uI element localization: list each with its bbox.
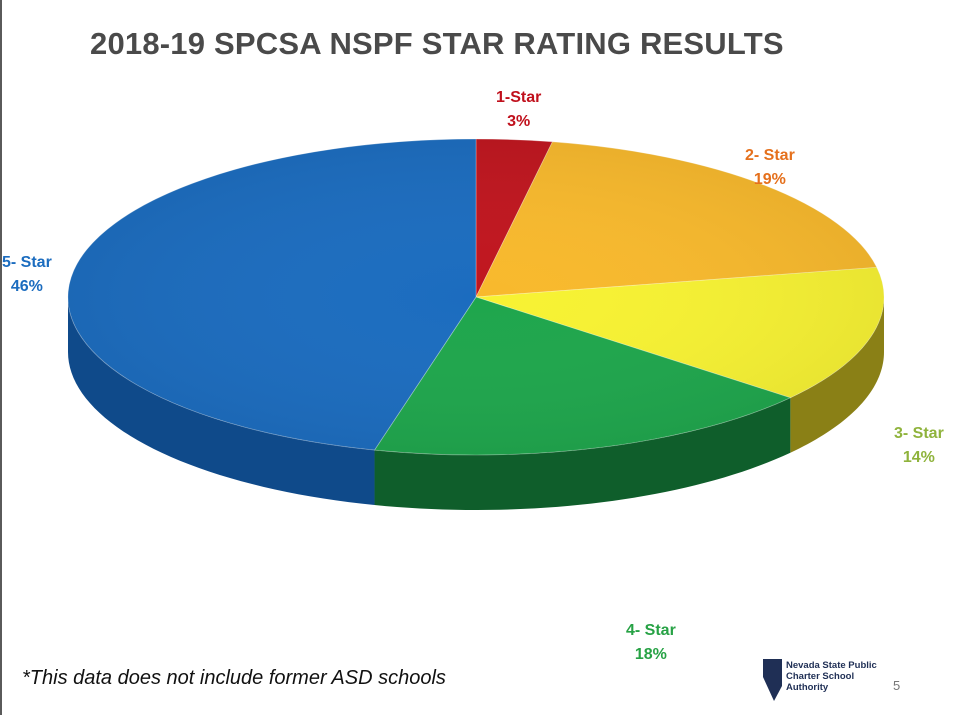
- label-1-star-name: 1-Star: [496, 89, 542, 106]
- label-3-star-value: 14%: [902, 449, 935, 466]
- logo-line-2: Charter School: [786, 671, 855, 682]
- authority-logo: Nevada State Public Charter School Autho…: [762, 658, 882, 704]
- label-1-star-value: 3%: [507, 113, 531, 130]
- slide-edge-line: [0, 0, 2, 715]
- slice-4-star-side: [374, 397, 791, 510]
- page-number: 5: [893, 678, 901, 693]
- logo-line-3: Authority: [786, 682, 829, 693]
- label-4-star-value: 18%: [634, 646, 667, 663]
- label-1-star: 1-Star 3%: [496, 86, 541, 134]
- label-2-star-name: 2- Star: [745, 147, 795, 164]
- footnote: *This data does not include former ASD s…: [22, 667, 446, 689]
- slice-3-star-side: [790, 297, 884, 453]
- logo-text: Nevada State Public Charter School Autho…: [786, 660, 877, 693]
- label-5-star-name: 5- Star: [2, 254, 52, 271]
- label-5-star-value: 46%: [10, 278, 43, 295]
- label-2-star: 2- Star 19%: [745, 144, 795, 192]
- nevada-state-icon: [763, 659, 782, 701]
- slice-5-star-side: [68, 297, 375, 506]
- label-2-star-value: 19%: [753, 171, 786, 188]
- label-4-star-name: 4- Star: [626, 622, 676, 639]
- pie-top-shading: [68, 139, 884, 455]
- chart-title: 2018-19 SPCSA NSPF STAR RATING RESULTS: [90, 26, 784, 61]
- label-5-star: 5- Star 46%: [2, 251, 52, 299]
- label-4-star: 4- Star 18%: [626, 619, 676, 667]
- label-3-star: 3- Star 14%: [894, 422, 944, 470]
- label-3-star-name: 3- Star: [894, 425, 944, 442]
- logo-line-1: Nevada State Public: [786, 660, 877, 671]
